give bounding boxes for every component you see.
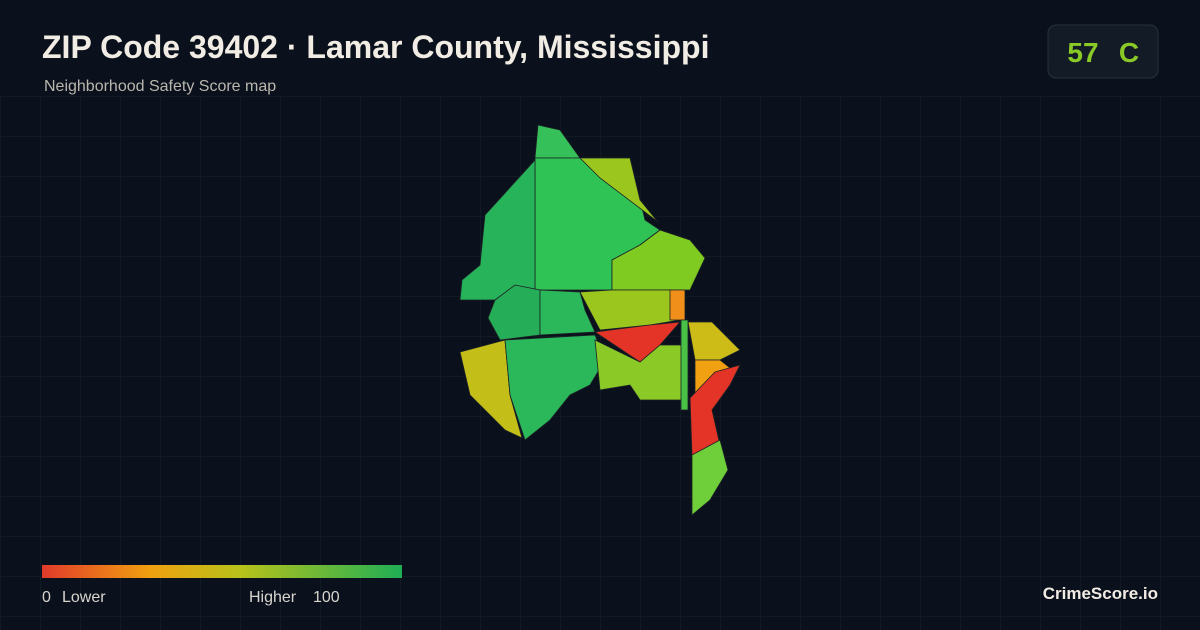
legend-min-label: Lower [62, 589, 106, 606]
title: ZIP Code 39402 · Lamar County, Mississip… [42, 29, 709, 65]
score-badge [1047, 24, 1159, 79]
brand: CrimeScore.io [1043, 584, 1158, 603]
area [691, 439, 729, 516]
legend-min: 0 [42, 589, 51, 606]
area [593, 321, 681, 363]
legend-max: 100 [313, 589, 340, 606]
map [459, 124, 741, 516]
area [680, 319, 689, 411]
area [539, 289, 596, 336]
subtitle: Neighborhood Safety Score map [44, 78, 276, 95]
score-grade: C [1119, 37, 1139, 68]
legend-bar [42, 565, 402, 578]
area [669, 289, 686, 321]
area [687, 321, 741, 361]
legend-max-label: Higher [249, 589, 297, 606]
area [579, 157, 659, 223]
score-value: 57 [1067, 37, 1098, 68]
